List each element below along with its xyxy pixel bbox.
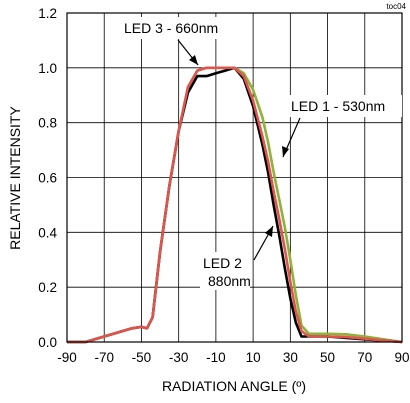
y-tick-label: 0.2	[38, 280, 57, 295]
annotation-led1-arrowhead	[282, 146, 289, 157]
y-tick-label: 0.8	[38, 116, 57, 131]
y-axis-title: RELATIVE INTENSITY	[7, 106, 23, 250]
annotation-led3-bg	[118, 17, 230, 39]
x-tick-label: -50	[132, 350, 152, 365]
corner-label: toc04	[386, 2, 406, 11]
x-tick-label: 50	[320, 350, 335, 365]
y-tick-label: 1.0	[38, 61, 57, 76]
x-tick-label: -90	[57, 350, 77, 365]
annotation-led2-line1: LED 2	[203, 255, 242, 271]
y-tick-label: 0.6	[38, 171, 57, 186]
x-tick-labels: -90 -70 -50 -30 -10 10 30 50 70 90	[57, 350, 409, 365]
annotation-led2-bg	[200, 252, 250, 290]
x-tick-label: 10	[246, 350, 261, 365]
series-led3-660nm	[67, 66, 403, 344]
annotation-led1-bg	[287, 95, 402, 117]
series-layer	[67, 66, 403, 344]
annotation-led3: LED 3 - 660nm	[124, 20, 218, 36]
x-tick-label: -10	[206, 350, 226, 365]
x-tick-label: -70	[94, 350, 114, 365]
y-tick-labels: 0.0 0.2 0.4 0.6 0.8 1.0 1.2	[38, 6, 57, 350]
x-tick-label: 70	[357, 350, 372, 365]
x-tick-label: -30	[169, 350, 189, 365]
y-tick-label: 0.0	[38, 335, 57, 350]
grid-lines	[66, 12, 403, 343]
plot-frame	[66, 12, 403, 343]
annotation-led2-line2: 880nm	[208, 273, 251, 289]
x-tick-label: 30	[283, 350, 298, 365]
annotation-led3-arrowhead	[189, 55, 198, 65]
x-tick-label: 90	[394, 350, 409, 365]
annotation-led2-arrowhead	[265, 226, 273, 237]
annotation-led1: LED 1 - 530nm	[291, 98, 385, 114]
x-axis-title: RADIATION ANGLE (º)	[162, 378, 306, 394]
y-tick-label: 0.4	[38, 225, 57, 240]
y-tick-label: 1.2	[38, 6, 57, 21]
